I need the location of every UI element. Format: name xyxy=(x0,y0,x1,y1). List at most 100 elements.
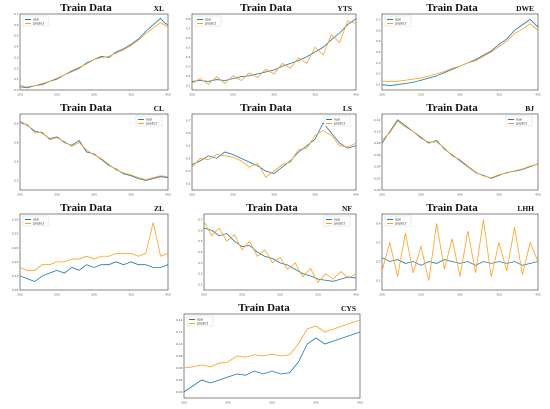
y-tick-label: 0.4 xyxy=(14,160,19,164)
y-tick-label: 0.2 xyxy=(376,72,381,76)
legend-box xyxy=(186,315,214,327)
legend-label-predict: predict xyxy=(33,222,45,226)
x-tick-label: 350 xyxy=(496,293,502,297)
legend-label-real: real xyxy=(33,218,39,222)
plot-frame xyxy=(19,113,169,191)
x-tick-label: 250 xyxy=(418,93,424,97)
x-tick-label: 250 xyxy=(418,293,424,297)
y-tick-label: 0.02 xyxy=(176,390,183,394)
x-tick-label: 350 xyxy=(128,293,134,297)
y-tick-label: 0.7 xyxy=(186,118,191,122)
legend-box xyxy=(22,215,50,227)
line-chart: Train Data LS 200 250 300 350 400 0.2 0.3 0.4 0.5 0… xyxy=(186,102,359,197)
y-tick-label: 0.3 xyxy=(376,61,381,65)
y-tick-label: 0.04 xyxy=(176,378,183,382)
chart-code-label: LS xyxy=(343,104,352,113)
plot-frame xyxy=(191,113,357,191)
y-tick-label: 0.7 xyxy=(198,217,203,221)
chart-title: Train Data xyxy=(60,202,112,214)
line-chart: Train Data LHH 200 250 300 350 400 0.1 0.2 0.3 0.4… xyxy=(376,202,541,297)
y-tick-label: 0.30 xyxy=(12,218,19,222)
y-tick-label: 0.3 xyxy=(198,261,203,265)
line-chart: Train Data ZL 200 250 300 350 400 0.05 0.10 0.15 0… xyxy=(12,202,171,297)
series-line-predict xyxy=(19,222,169,271)
x-tick-label: 300 xyxy=(457,93,463,97)
y-tick-label: 0.20 xyxy=(12,246,19,250)
y-tick-label: 0.5 xyxy=(186,45,191,49)
chart-title: Train Data xyxy=(240,102,292,114)
chart-panel-cys: Train Data CYS 200 250 300 350 400 0.02 0.04 0.06… xyxy=(170,302,366,406)
line-chart: Train Data XL 200 250 300 350 400 0.0 0.1 0.2 0.3 0… xyxy=(14,2,171,97)
x-tick-label: 250 xyxy=(54,293,60,297)
y-tick-label: 0.6 xyxy=(376,28,381,32)
series-line-real xyxy=(19,121,169,181)
series-line-predict xyxy=(203,221,357,284)
y-tick-label: 0.4 xyxy=(376,50,381,54)
chart-code-label: XL xyxy=(154,4,164,13)
y-tick-label: 0.0 xyxy=(14,88,19,92)
y-tick-label: 0.5 xyxy=(186,144,191,148)
chart-title: Train Data xyxy=(238,302,290,314)
legend-box xyxy=(384,15,412,27)
y-tick-label: 0.4 xyxy=(198,250,203,254)
y-tick-label: 0.4 xyxy=(376,222,381,226)
x-tick-label: 350 xyxy=(312,93,318,97)
x-tick-label: 300 xyxy=(457,293,463,297)
x-tick-label: 300 xyxy=(457,193,463,197)
x-tick-label: 300 xyxy=(91,93,97,97)
legend-box xyxy=(505,115,533,127)
y-tick-label: 0.6 xyxy=(14,141,19,145)
legend-label-real: real xyxy=(197,318,203,322)
series-line-real xyxy=(183,331,361,393)
y-tick-label: 0.7 xyxy=(376,17,381,21)
y-tick-label: 0.04 xyxy=(374,165,381,169)
x-tick-label: 350 xyxy=(128,193,134,197)
legend-box xyxy=(323,115,351,127)
x-tick-label: 400 xyxy=(353,293,359,297)
y-tick-label: 0.15 xyxy=(12,260,19,264)
series-line-real xyxy=(203,227,357,282)
x-tick-label: 250 xyxy=(418,193,424,197)
plot-frame xyxy=(381,13,539,91)
x-tick-label: 300 xyxy=(277,293,283,297)
plot-frame xyxy=(203,213,357,291)
legend-box xyxy=(22,15,50,27)
legend-label-predict: predict xyxy=(33,22,45,26)
x-tick-label: 400 xyxy=(535,193,541,197)
x-tick-label: 200 xyxy=(17,293,23,297)
legend-label-predict: predict xyxy=(516,122,528,126)
y-tick-label: 0.5 xyxy=(14,34,19,38)
line-chart: Train Data BJ 200 250 300 350 400 0.00 0.02 0.04 0… xyxy=(374,102,541,197)
chart-code-label: YTS xyxy=(337,4,352,13)
y-tick-label: 0.10 xyxy=(12,274,19,278)
x-tick-label: 350 xyxy=(128,93,134,97)
y-tick-label: 0.10 xyxy=(374,130,381,134)
chart-panel-dwe: Train Data DWE 200 250 300 350 400 0.1 0.2 0.3 0.4… xyxy=(368,2,544,98)
legend-label-predict: predict xyxy=(334,222,346,226)
legend-box xyxy=(135,115,163,127)
plot-frame xyxy=(381,113,539,191)
x-tick-label: 400 xyxy=(165,293,171,297)
x-tick-label: 300 xyxy=(91,193,97,197)
plot-frame xyxy=(19,13,169,91)
y-tick-label: 0.05 xyxy=(12,288,19,292)
series-line-real xyxy=(381,119,539,179)
legend-label-real: real xyxy=(33,18,39,22)
x-tick-label: 200 xyxy=(189,193,195,197)
x-tick-label: 400 xyxy=(353,193,359,197)
x-tick-label: 300 xyxy=(269,401,275,405)
chart-title: Train Data xyxy=(240,2,292,14)
x-tick-label: 250 xyxy=(225,401,231,405)
y-tick-label: 0.1 xyxy=(376,83,381,87)
plot-frame xyxy=(381,213,539,291)
chart-panel-ls: Train Data LS 200 250 300 350 400 0.2 0.3 0.4 0.5 0… xyxy=(178,102,362,198)
line-chart: Train Data CL 200 250 300 350 400 0.2 0.4 0.6 0.8 r… xyxy=(14,102,171,197)
series-line-real xyxy=(191,18,357,82)
y-tick-label: 0.4 xyxy=(186,156,191,160)
legend-label-real: real xyxy=(395,218,401,222)
chart-panel-yts: Train Data YTS 200 250 300 350 400 0.1 0.2 0.3 0.4… xyxy=(178,2,362,98)
